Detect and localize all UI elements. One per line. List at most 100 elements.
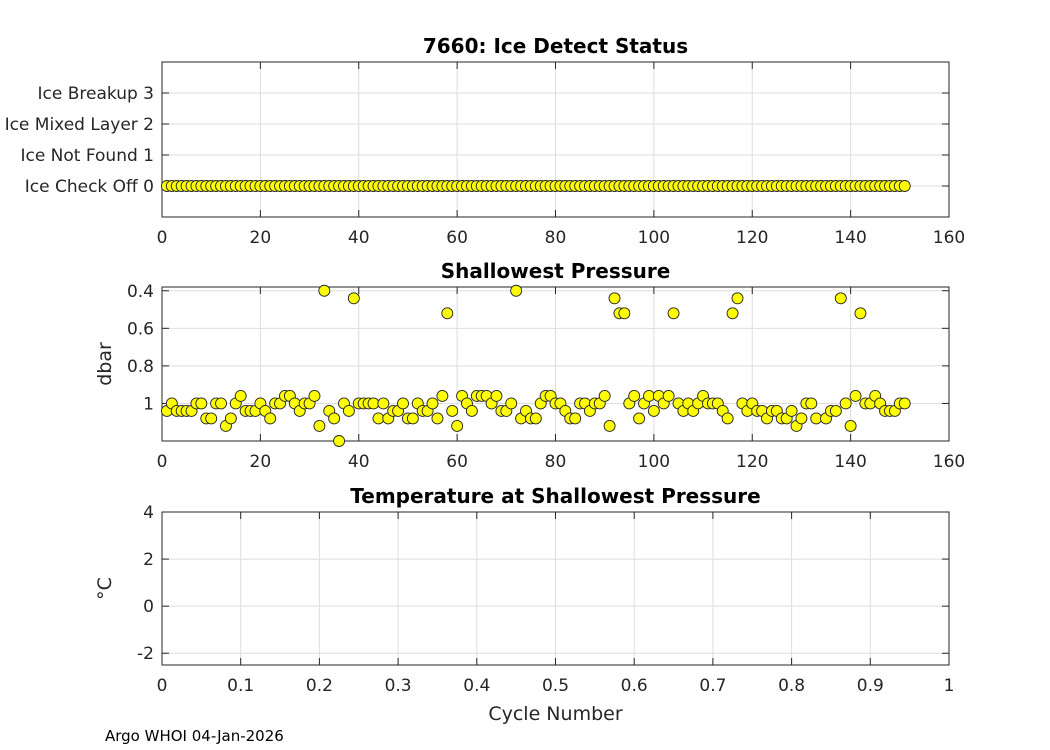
pressure-data-point — [205, 412, 218, 425]
pressure-data-point — [328, 412, 341, 425]
pressure-data-point — [490, 389, 503, 402]
ice-xtick-label: 120 — [736, 228, 768, 248]
pressure-chart: 0 20 40 60 80 100 120 140 160 0.4 0.6 0.8 1 Shallowes… — [94, 259, 965, 472]
pressure-data-point — [731, 292, 744, 305]
pressure-data-point — [898, 397, 911, 410]
footer-text: Argo WHOI 04-Jan-2026 — [105, 727, 284, 745]
pressure-data-point — [839, 397, 852, 410]
temperature-title: Temperature at Shallowest Pressure — [350, 484, 760, 508]
ice-series — [160, 180, 911, 192]
pressure-series — [160, 284, 911, 447]
pressure-data-point — [342, 405, 355, 417]
pressure-data-point — [451, 420, 464, 432]
ice-ytick-label: Ice Check Off 0 — [25, 177, 154, 197]
pressure-data-point — [844, 420, 857, 432]
pressure-data-point — [446, 405, 459, 417]
pressure-xtick-label: 140 — [834, 452, 866, 472]
pressure-xtick-label: 120 — [736, 452, 768, 472]
pressure-ytick-label: 0.4 — [127, 282, 154, 302]
pressure-data-point — [805, 397, 818, 410]
pressure-data-point — [195, 397, 208, 410]
temperature-ylabel: °C — [94, 577, 116, 600]
ice-title: 7660: Ice Detect Status — [423, 34, 688, 58]
pressure-data-point — [431, 412, 444, 425]
pressure-data-point — [834, 292, 847, 305]
temperature-xlabel: Cycle Number — [488, 703, 622, 725]
temperature-xtick-label: 0 — [157, 676, 168, 696]
temperature-xtick-label: 1 — [944, 676, 955, 696]
pressure-data-point — [628, 389, 641, 402]
ice-ytick-label: Ice Breakup 3 — [38, 84, 155, 104]
pressure-data-point — [234, 389, 247, 402]
pressure-data-point — [854, 307, 867, 320]
pressure-xtick-label: 20 — [250, 452, 272, 472]
pressure-ytick-label: 1 — [143, 394, 154, 414]
pressure-data-point — [662, 389, 675, 402]
ice-xtick-label: 80 — [545, 228, 567, 248]
pressure-data-point — [377, 397, 390, 410]
pressure-data-point — [726, 307, 739, 320]
pressure-xtick-label: 40 — [348, 452, 370, 472]
temperature-ytick-label: 4 — [143, 503, 154, 523]
ice-ytick-label: Ice Mixed Layer 2 — [5, 115, 154, 135]
pressure-ylabel: dbar — [94, 342, 116, 386]
pressure-xtick-label: 100 — [638, 452, 670, 472]
pressure-data-point — [308, 389, 321, 402]
temperature-xtick-label: 0.7 — [699, 676, 726, 696]
pressure-data-point — [313, 420, 326, 432]
pressure-data-point — [608, 292, 621, 305]
pressure-data-point — [529, 412, 542, 425]
temperature-xtick-label: 0.4 — [463, 676, 490, 696]
pressure-data-point — [264, 412, 277, 425]
pressure-title: Shallowest Pressure — [441, 259, 671, 283]
pressure-data-point — [318, 284, 331, 297]
pressure-data-point — [667, 307, 680, 320]
pressure-data-point — [721, 412, 734, 425]
temperature-xtick-label: 0.2 — [306, 676, 333, 696]
ice-ytick-label: Ice Not Found 1 — [20, 146, 154, 166]
pressure-data-point — [465, 405, 478, 417]
pressure-data-point — [598, 389, 611, 402]
temperature-xtick-label: 0.8 — [778, 676, 805, 696]
pressure-data-point — [436, 389, 449, 402]
pressure-data-point — [643, 389, 655, 402]
pressure-data-point — [618, 307, 631, 320]
pressure-xtick-label: 60 — [446, 452, 468, 472]
pressure-data-point — [810, 412, 823, 425]
pressure-data-point — [347, 292, 360, 305]
pressure-data-point — [441, 307, 454, 320]
pressure-data-point — [603, 420, 616, 432]
ice-chart: 0 20 40 60 80 100 120 140 160 Ice Check Off 0 Ice … — [5, 34, 966, 248]
ice-xtick-label: 40 — [348, 228, 370, 248]
pressure-data-point — [215, 397, 227, 410]
pressure-data-point — [569, 412, 582, 425]
pressure-data-point — [372, 412, 385, 425]
temperature-chart: 0 0.1 0.2 0.3 0.4 0.5 0.6 0.7 0.8 0.9 1-2024Temper… — [94, 484, 954, 725]
ice-xtick-label: 0 — [157, 228, 168, 248]
ice-axis-box — [161, 61, 950, 218]
ice-xtick-label: 60 — [446, 228, 468, 248]
pressure-data-point — [633, 412, 646, 425]
ice-xtick-label: 100 — [638, 228, 670, 248]
temperature-xtick-label: 0.1 — [227, 676, 254, 696]
temperature-xtick-label: 0.3 — [385, 676, 412, 696]
temperature-ytick-label: 2 — [143, 550, 154, 570]
pressure-data-point — [829, 405, 842, 417]
ice-xtick-label: 20 — [250, 228, 272, 248]
pressure-data-point — [647, 405, 660, 417]
ice-xtick-label: 160 — [933, 228, 965, 248]
pressure-data-point — [367, 397, 380, 410]
pressure-data-point — [849, 389, 862, 402]
temperature-ytick-label: 0 — [143, 597, 154, 617]
pressure-xtick-label: 0 — [157, 452, 168, 472]
pressure-data-point — [333, 435, 346, 447]
temperature-xtick-label: 0.9 — [857, 676, 884, 696]
pressure-data-point — [224, 412, 237, 425]
pressure-data-point — [426, 397, 439, 410]
temperature-axis-box — [161, 511, 950, 666]
pressure-data-point — [510, 284, 523, 297]
pressure-data-point — [397, 397, 409, 410]
pressure-data-point — [785, 405, 798, 417]
pressure-ytick-label: 0.8 — [127, 357, 154, 377]
